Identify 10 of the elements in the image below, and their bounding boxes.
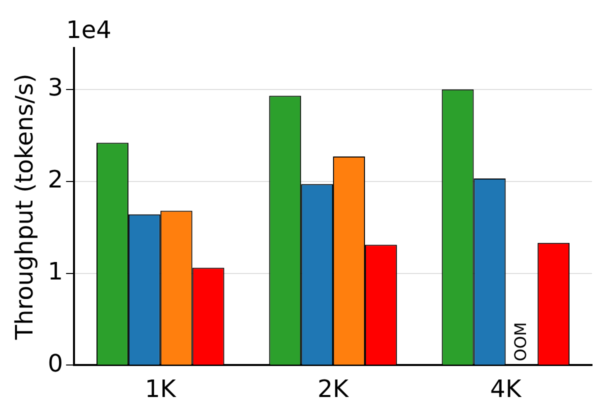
x-tick-label: 4K xyxy=(490,374,522,403)
annotation: OOM xyxy=(510,322,530,362)
y-tick-label: 2 xyxy=(48,166,64,194)
text: 1e4 xyxy=(66,16,112,44)
x-tick-label: 2K xyxy=(318,374,350,403)
y-tick-label: 0 xyxy=(48,349,64,378)
y-axis-title: Throughput (tokens/s) xyxy=(10,74,39,341)
y-tick-label: 3 xyxy=(48,74,64,102)
x-tick-label: 1K xyxy=(144,374,178,403)
y-tick-label: 1 xyxy=(48,257,64,286)
